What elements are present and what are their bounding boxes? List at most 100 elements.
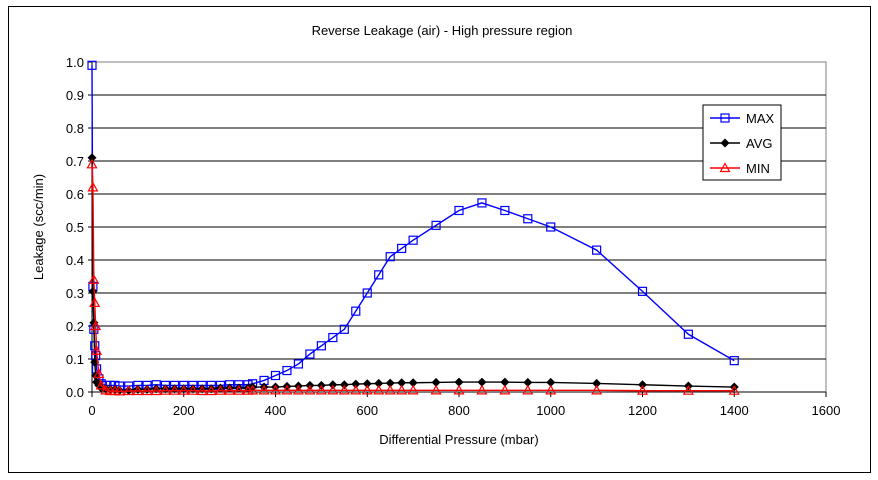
data-point-triangle xyxy=(205,385,217,396)
legend-label-min: MIN xyxy=(746,161,770,176)
data-point-triangle xyxy=(233,384,245,395)
y-tick-label: 0.0 xyxy=(66,385,84,400)
data-point-triangle xyxy=(150,385,162,396)
data-point-square xyxy=(523,214,533,224)
data-point-triangle xyxy=(396,384,408,395)
data-point-diamond xyxy=(523,377,533,387)
data-point-triangle xyxy=(728,384,740,395)
data-point-triangle xyxy=(87,181,99,192)
data-point-triangle xyxy=(453,384,465,395)
data-point-diamond xyxy=(720,138,730,148)
data-point-triangle xyxy=(292,384,304,395)
data-point-triangle xyxy=(196,385,208,396)
data-point-triangle xyxy=(430,384,442,395)
data-point-square xyxy=(454,205,464,216)
x-tick-label: 600 xyxy=(356,403,378,418)
data-point-diamond xyxy=(88,286,98,296)
data-point-diamond xyxy=(397,378,407,388)
y-tick-label: 0.5 xyxy=(66,220,84,235)
data-point-triangle xyxy=(636,384,649,395)
data-point-triangle xyxy=(315,384,327,395)
data-point-diamond xyxy=(454,377,464,387)
data-point-square xyxy=(87,60,97,70)
x-axis-label: Differential Pressure (mbar) xyxy=(379,432,538,447)
data-point-square xyxy=(282,365,292,376)
data-point-triangle xyxy=(247,384,259,395)
data-point-triangle xyxy=(522,384,534,395)
x-tick-label: 1600 xyxy=(812,403,841,418)
data-point-diamond xyxy=(351,379,361,389)
x-tick-label: 1000 xyxy=(536,403,565,418)
y-axis-label: Leakage (scc/min) xyxy=(31,174,46,280)
data-point-triangle xyxy=(187,384,199,395)
series-min xyxy=(86,158,740,396)
data-point-triangle xyxy=(93,368,105,378)
legend-label-max: MAX xyxy=(746,111,775,126)
data-point-triangle xyxy=(169,384,181,395)
data-point-triangle xyxy=(132,385,144,396)
data-point-square xyxy=(328,332,338,343)
legend-label-avg: AVG xyxy=(746,136,773,151)
x-tick-label: 400 xyxy=(265,403,287,418)
y-tick-label: 0.4 xyxy=(66,253,84,268)
data-point-triangle xyxy=(373,384,385,395)
data-point-square xyxy=(351,306,361,316)
data-point-square xyxy=(729,356,739,366)
series-line xyxy=(91,164,735,393)
data-point-diamond xyxy=(592,378,602,388)
data-point-diamond xyxy=(408,378,418,388)
data-point-triangle xyxy=(304,384,316,395)
data-point-triangle xyxy=(350,384,362,395)
data-point-diamond xyxy=(431,377,441,387)
data-point-diamond xyxy=(115,385,125,395)
data-point-square xyxy=(374,270,384,280)
x-tick-label: 0 xyxy=(88,403,95,418)
data-point-triangle xyxy=(476,384,488,395)
data-point-square xyxy=(385,252,395,262)
data-point-diamond xyxy=(87,153,97,163)
x-tick-label: 1400 xyxy=(720,403,749,418)
data-point-diamond xyxy=(362,379,372,389)
data-point-square xyxy=(637,286,648,296)
data-point-triangle xyxy=(113,385,126,396)
data-point-triangle xyxy=(224,384,236,395)
x-tick-label: 200 xyxy=(173,403,195,418)
chart-frame xyxy=(8,6,871,473)
data-point-square xyxy=(683,329,693,339)
data-point-triangle xyxy=(159,384,171,395)
y-tick-label: 0.7 xyxy=(66,154,84,169)
data-point-triangle xyxy=(545,384,557,395)
y-tick-label: 0.3 xyxy=(66,286,84,301)
x-tick-label: 1200 xyxy=(628,403,657,418)
data-point-triangle xyxy=(338,384,350,395)
data-point-triangle xyxy=(90,320,102,331)
data-point-triangle xyxy=(281,384,293,395)
data-point-diamond xyxy=(500,377,510,387)
data-point-triangle xyxy=(214,384,226,395)
data-point-square xyxy=(316,341,326,351)
data-point-triangle xyxy=(95,379,107,390)
data-point-triangle xyxy=(327,384,339,395)
chart-title: Reverse Leakage (air) - High pressure re… xyxy=(312,23,573,38)
data-point-diamond xyxy=(638,380,647,390)
data-point-square xyxy=(270,370,281,381)
data-point-square xyxy=(397,243,407,254)
data-point-triangle xyxy=(361,384,373,395)
data-point-triangle xyxy=(269,384,282,395)
data-point-square xyxy=(592,245,602,255)
data-point-triangle xyxy=(682,384,694,395)
y-tick-label: 0.8 xyxy=(66,121,84,136)
data-point-square xyxy=(477,198,487,208)
data-point-square xyxy=(546,222,556,232)
y-tick-label: 1.0 xyxy=(66,55,84,70)
data-point-square xyxy=(408,235,418,245)
data-point-square xyxy=(339,324,349,334)
data-point-triangle xyxy=(258,384,270,395)
data-point-diamond xyxy=(385,378,395,388)
y-tick-label: 0.6 xyxy=(66,187,84,202)
data-point-triangle xyxy=(89,297,101,307)
data-point-triangle xyxy=(141,385,153,396)
data-point-square xyxy=(500,205,510,216)
data-point-triangle xyxy=(91,345,103,355)
